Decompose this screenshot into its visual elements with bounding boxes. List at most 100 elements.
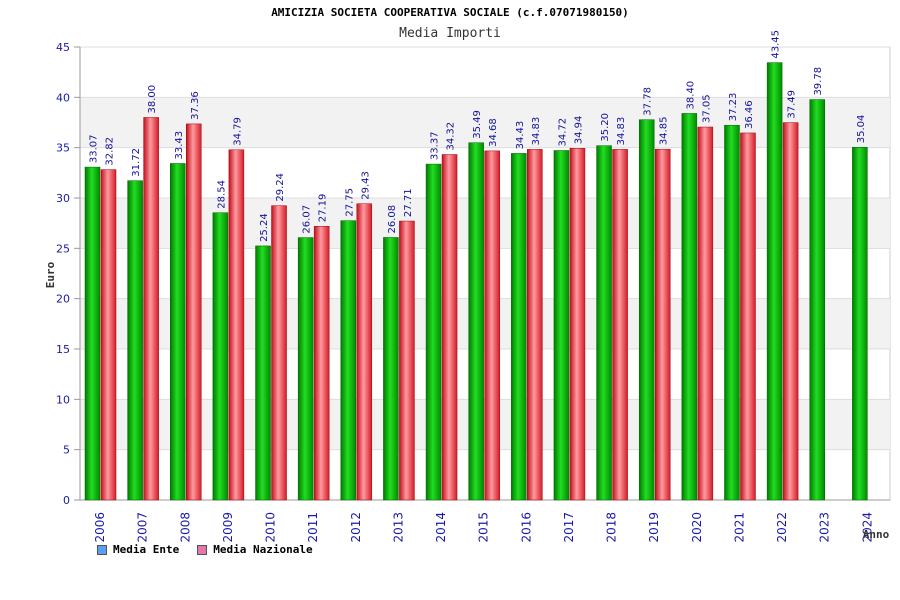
data-label: 33.43 xyxy=(174,131,185,160)
bar-media-nazionale-2017 xyxy=(569,148,586,501)
x-tick-label: 2015 xyxy=(477,512,491,543)
data-label: 31.72 xyxy=(131,148,142,177)
data-label: 27.75 xyxy=(344,188,355,217)
x-tick-label: 2017 xyxy=(562,512,576,543)
data-label: 32.82 xyxy=(105,137,116,166)
data-label: 43.45 xyxy=(771,30,782,59)
data-label: 27.71 xyxy=(403,188,414,217)
data-label: 35.49 xyxy=(472,110,483,139)
y-tick-label: 40 xyxy=(56,91,70,104)
data-label: 34.79 xyxy=(232,117,243,146)
bar-media-ente-2012 xyxy=(340,220,357,501)
y-axis-label: Euro xyxy=(44,261,57,288)
x-tick-label: 2024 xyxy=(860,512,874,543)
bar-media-nazionale-2019 xyxy=(654,148,671,501)
bar-media-ente-2009 xyxy=(212,212,229,501)
data-label: 33.37 xyxy=(430,131,441,160)
bars xyxy=(84,62,868,501)
y-tick-label: 0 xyxy=(63,494,70,507)
x-tick-label: 2021 xyxy=(732,512,746,543)
bar-media-ente-2020 xyxy=(681,113,698,501)
bar-media-nazionale-2015 xyxy=(484,150,500,501)
x-tick-label: 2018 xyxy=(605,512,619,543)
bar-media-nazionale-2016 xyxy=(527,149,543,501)
bar-media-nazionale-2020 xyxy=(697,126,714,501)
chart-title: AMICIZIA SOCIETA COOPERATIVA SOCIALE (c.… xyxy=(271,6,629,19)
x-tick-label: 2019 xyxy=(647,512,661,543)
bar-media-nazionale-2012 xyxy=(356,203,373,501)
y-tick-labels: 0 5 10 15 20 25 30 35 40 45 xyxy=(56,41,70,507)
bar-media-ente-2007 xyxy=(127,180,143,501)
data-label: 34.72 xyxy=(557,118,568,147)
data-label: 34.32 xyxy=(446,122,457,151)
x-tick-label: 2008 xyxy=(178,512,192,543)
data-label: 35.20 xyxy=(600,113,611,142)
data-label: 34.85 xyxy=(659,117,670,146)
bar-media-ente-2010 xyxy=(255,245,271,501)
legend-swatch-media-ente xyxy=(97,544,107,555)
bar-media-nazionale-2021 xyxy=(740,132,756,501)
x-tick-label: 2016 xyxy=(519,512,533,543)
y-tick-label: 5 xyxy=(63,444,70,457)
data-label: 37.49 xyxy=(787,90,798,119)
bar-media-nazionale-2007 xyxy=(143,117,159,501)
legend-label-media-ente: Media Ente xyxy=(113,543,180,556)
bar-media-ente-2016 xyxy=(511,153,527,501)
data-label: 29.43 xyxy=(360,171,371,200)
x-tick-label: 2007 xyxy=(136,512,150,543)
data-label: 38.40 xyxy=(685,81,696,110)
bar-media-ente-2008 xyxy=(170,163,186,501)
y-tick-label: 25 xyxy=(56,242,70,255)
data-label: 34.68 xyxy=(488,118,499,147)
y-tick-label: 30 xyxy=(56,192,70,205)
data-label: 36.46 xyxy=(744,100,755,129)
data-label: 39.78 xyxy=(813,67,824,96)
data-label: 34.43 xyxy=(515,121,526,150)
data-label: 29.24 xyxy=(275,173,286,202)
data-label: 26.08 xyxy=(387,205,398,234)
data-label: 33.07 xyxy=(89,134,100,163)
legend-label-media-nazionale: Media Nazionale xyxy=(213,543,313,556)
data-label: 26.07 xyxy=(302,205,313,234)
legend-item-media-ente: Media Ente xyxy=(97,543,179,556)
bar-media-nazionale-2013 xyxy=(399,220,415,501)
data-label: 37.05 xyxy=(701,94,712,123)
bar-media-ente-2015 xyxy=(468,142,484,501)
y-tick-label: 35 xyxy=(56,142,70,155)
y-tick-label: 45 xyxy=(56,41,70,54)
x-tick-label: 2023 xyxy=(818,512,832,543)
bar-media-nazionale-2018 xyxy=(612,149,628,501)
x-axis-label: Anno xyxy=(863,528,890,541)
bar-media-ente-2013 xyxy=(383,237,399,501)
x-tick-label: 2009 xyxy=(221,512,235,543)
data-label: 35.04 xyxy=(856,115,867,144)
bar-media-nazionale-2008 xyxy=(186,123,202,501)
data-label: 25.24 xyxy=(259,213,270,242)
bar-media-ente-2019 xyxy=(638,119,655,501)
y-tick-label: 10 xyxy=(56,393,70,406)
y-tick-label: 20 xyxy=(56,293,70,306)
bar-media-nazionale-2014 xyxy=(441,154,458,501)
bar-media-ente-2021 xyxy=(724,124,740,501)
x-tick-label: 2011 xyxy=(306,512,320,543)
chart-subtitle: Media Importi xyxy=(399,26,501,41)
legend: Media Ente Media Nazionale xyxy=(97,543,313,556)
bar-media-nazionale-2010 xyxy=(271,205,287,501)
x-tick-label: 2014 xyxy=(434,512,448,543)
bar-media-nazionale-2022 xyxy=(782,122,799,501)
x-tick-label: 2010 xyxy=(264,512,278,543)
data-label: 37.23 xyxy=(728,93,739,122)
bar-media-ente-2017 xyxy=(553,150,570,501)
bar-media-ente-2006 xyxy=(84,166,101,501)
bar-media-ente-2024 xyxy=(852,147,868,501)
data-label: 34.83 xyxy=(531,117,542,146)
x-tick-label: 2022 xyxy=(775,512,789,543)
data-label: 34.94 xyxy=(573,116,584,145)
data-label: 37.36 xyxy=(190,91,201,120)
x-tick-label: 2012 xyxy=(349,512,363,543)
data-label: 34.83 xyxy=(616,117,627,146)
data-label: 37.78 xyxy=(643,87,654,116)
data-label: 38.00 xyxy=(147,85,158,114)
